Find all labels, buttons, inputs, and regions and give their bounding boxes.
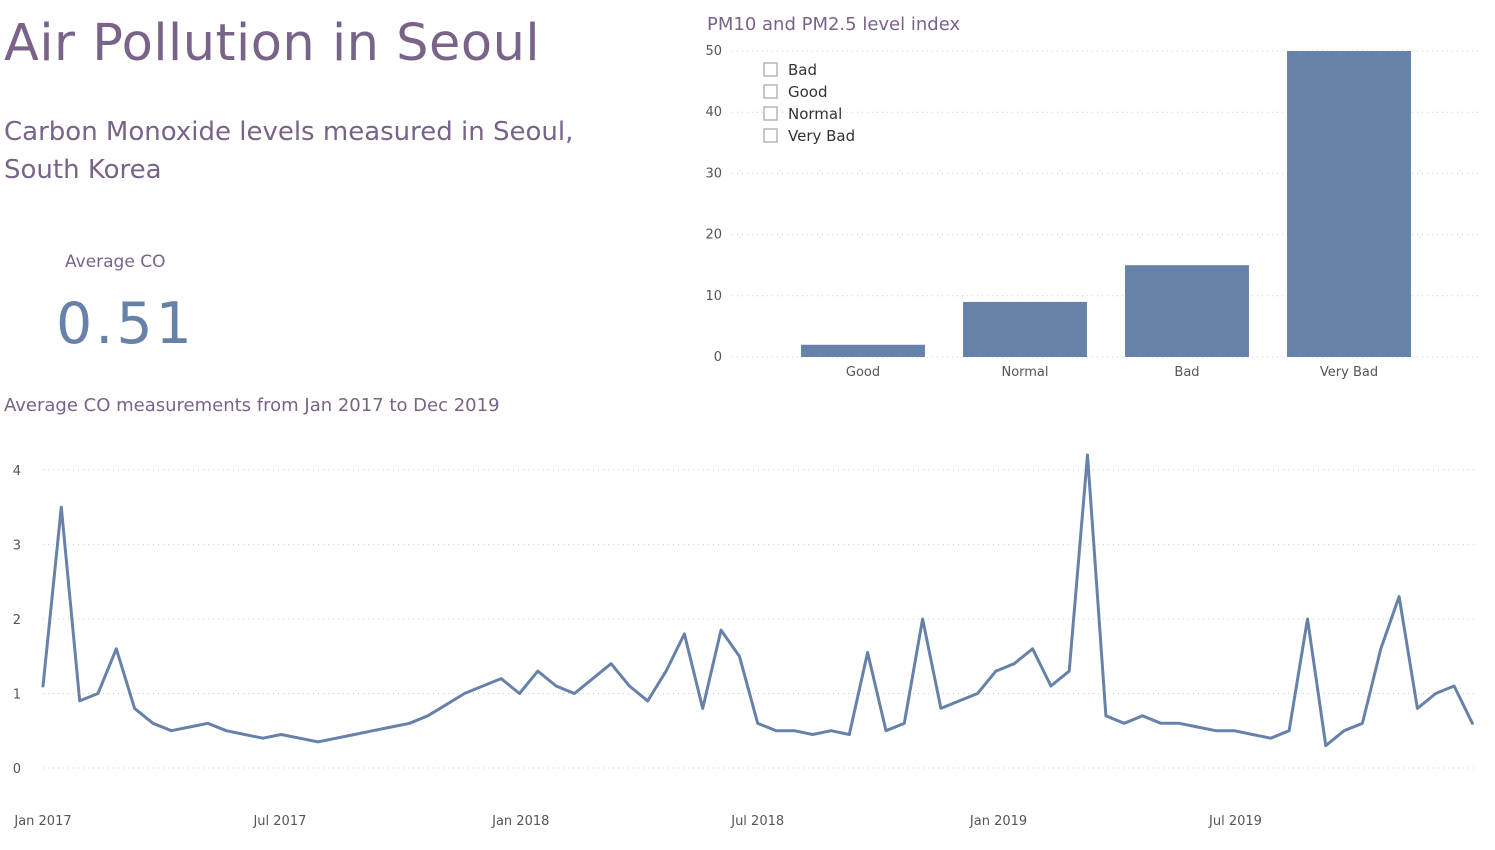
bar-y-tick-label: 0 — [714, 350, 722, 365]
bar-y-tick-label: 10 — [705, 289, 722, 304]
bar-chart-legend: Bad Good Normal Very Bad — [763, 61, 855, 145]
bar-y-tick-label: 40 — [705, 105, 722, 120]
line-x-tick-label: Jul 2017 — [252, 814, 306, 829]
kpi-value: 0.51 — [56, 291, 195, 357]
bar-x-tick-label: Normal — [1001, 365, 1048, 380]
line-y-tick-label: 3 — [13, 538, 21, 553]
line-y-tick-label: 1 — [13, 687, 21, 702]
line-x-tick-label: Jul 2018 — [730, 814, 784, 829]
legend-checkbox — [763, 106, 778, 121]
line-x-tick-label: Jul 2019 — [1208, 814, 1262, 829]
legend-item-label: Very Bad — [788, 127, 855, 145]
page-subtitle: Carbon Monoxide levels measured in Seoul… — [4, 117, 574, 185]
bar-x-tick-label: Bad — [1174, 365, 1199, 380]
bar-x-tick-label: Good — [846, 365, 880, 380]
page-title: Air Pollution in Seoul — [4, 14, 541, 73]
legend-item-label: Good — [788, 83, 828, 101]
legend-checkbox — [763, 128, 778, 143]
legend-checkbox — [763, 84, 778, 99]
line-chart: 0 1 2 3 4 Jan 2017 Jul 2017 Jan 2018 Jul 2018 Jan… — [13, 453, 1475, 829]
bar-y-tick-label: 20 — [705, 228, 722, 243]
line-x-tick-label: Jan 2017 — [13, 814, 71, 829]
legend-item-label: Bad — [788, 61, 817, 79]
bar-normal — [963, 301, 1087, 357]
bar-chart-title: PM10 and PM2.5 level index — [707, 14, 961, 35]
kpi-label: Average CO — [65, 252, 166, 272]
bar-very-bad — [1287, 51, 1411, 357]
bar-x-tick-label: Very Bad — [1320, 365, 1378, 380]
co-series-line — [41, 453, 1474, 748]
line-chart-title: Average CO measurements from Jan 2017 to… — [4, 395, 500, 416]
line-y-tick-label: 0 — [13, 762, 21, 777]
line-x-tick-label: Jan 2019 — [969, 814, 1027, 829]
line-x-tick-label: Jan 2018 — [491, 814, 549, 829]
bar-y-tick-label: 30 — [705, 166, 722, 181]
bar-good — [801, 344, 925, 357]
bar-y-tick-label: 50 — [705, 44, 722, 59]
bar-bad — [1125, 265, 1249, 357]
legend-item-label: Normal — [788, 105, 842, 123]
line-y-tick-label: 4 — [13, 464, 21, 479]
legend-checkbox — [763, 62, 778, 77]
line-y-tick-label: 2 — [13, 613, 21, 628]
bar-chart: 0 10 20 30 40 50 Good Normal Bad Very Bad — [705, 44, 1480, 380]
